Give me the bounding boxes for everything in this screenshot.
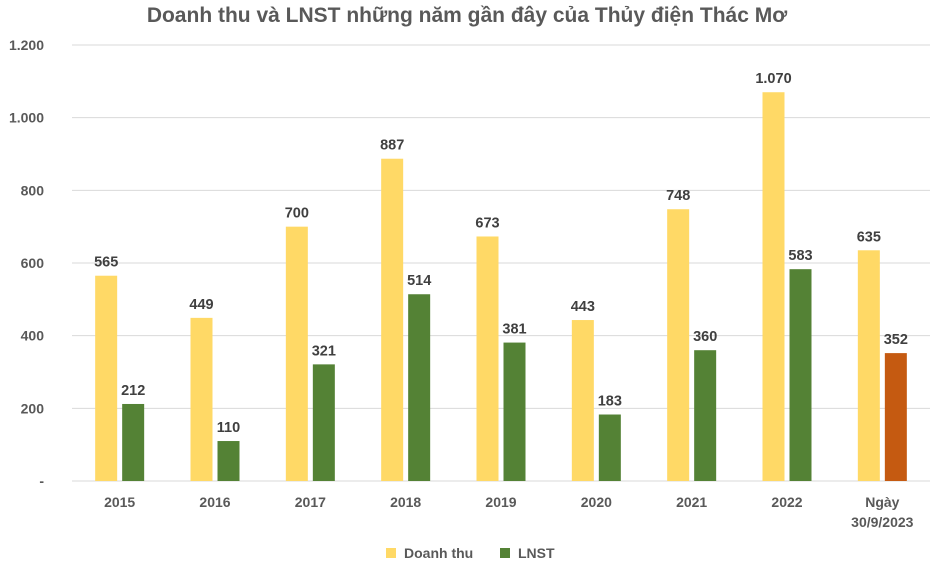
- bar-doanh-thu: [571, 320, 594, 481]
- x-tick-label: 2020: [581, 494, 612, 510]
- y-tick-label: 400: [21, 328, 45, 344]
- bar-lnst: [598, 414, 621, 481]
- data-label: 748: [666, 188, 690, 204]
- x-tick-label: 2019: [485, 494, 516, 510]
- data-label: 443: [571, 299, 595, 315]
- data-label: 565: [94, 255, 118, 271]
- bar-doanh-thu: [285, 226, 308, 481]
- data-label: 183: [598, 394, 622, 410]
- bar-doanh-thu: [381, 158, 404, 481]
- data-label: 449: [189, 297, 213, 313]
- bars: [95, 92, 907, 481]
- bar-doanh-thu: [476, 236, 499, 481]
- data-label: 583: [788, 248, 812, 264]
- data-label: 212: [121, 383, 145, 399]
- y-tick-label: 800: [21, 182, 45, 198]
- data-label: 887: [380, 138, 404, 154]
- y-tick-label: 1.200: [9, 37, 44, 53]
- x-tick-label: 2016: [199, 494, 230, 510]
- bar-lnst: [408, 294, 431, 481]
- data-label: 381: [502, 322, 526, 338]
- bar-lnst: [312, 364, 335, 481]
- bar-doanh-thu: [857, 250, 880, 481]
- bar-lnst: [503, 342, 526, 481]
- data-label: 110: [217, 420, 240, 436]
- bar-doanh-thu: [190, 317, 213, 481]
- legend-label: LNST: [518, 545, 555, 561]
- bar-doanh-thu: [762, 92, 785, 481]
- x-tick-label: 2021: [676, 494, 707, 510]
- y-tick-label: 1.000: [9, 110, 44, 126]
- data-label: 1.070: [755, 71, 791, 87]
- y-tick-label: 600: [21, 255, 45, 271]
- y-axis: - 200 400 600 800 1.000 1.200: [9, 37, 44, 489]
- data-label: 673: [475, 215, 499, 231]
- bar-doanh-thu: [95, 275, 118, 481]
- bar-lnst: [122, 403, 145, 481]
- data-label: 321: [312, 343, 336, 359]
- legend-label: Doanh thu: [404, 545, 473, 561]
- legend: Doanh thu LNST: [386, 545, 555, 561]
- x-tick-label: Ngày: [865, 494, 899, 510]
- y-tick-label: -: [39, 473, 44, 489]
- bar-lnst: [884, 353, 907, 481]
- bar-lnst: [789, 269, 812, 481]
- y-tick-label: 200: [21, 400, 45, 416]
- bar-lnst: [217, 441, 240, 481]
- gridlines: [72, 44, 930, 482]
- x-tick-label: 2022: [771, 494, 802, 510]
- x-tick-label: 30/9/2023: [851, 514, 913, 530]
- data-label: 352: [884, 332, 908, 348]
- x-axis: 2015 2016 2017 2018 2019 2020 2021 2022 Ngày 30/9…: [104, 494, 914, 530]
- x-tick-label: 2015: [104, 494, 135, 510]
- legend-swatch: [386, 548, 396, 558]
- data-label: 360: [693, 329, 717, 345]
- bar-doanh-thu: [667, 209, 690, 481]
- x-tick-label: 2017: [295, 494, 326, 510]
- data-label: 514: [407, 273, 431, 289]
- data-label: 635: [857, 229, 881, 245]
- chart-title: Doanh thu và LNST những năm gần đây của …: [147, 4, 787, 27]
- bar-lnst: [694, 350, 717, 481]
- legend-swatch: [500, 548, 510, 558]
- x-tick-label: 2018: [390, 494, 421, 510]
- data-label: 700: [285, 206, 309, 222]
- data-labels: 565 212 449 110 700 321 887 514 673 381 443 183 748 3…: [94, 71, 908, 436]
